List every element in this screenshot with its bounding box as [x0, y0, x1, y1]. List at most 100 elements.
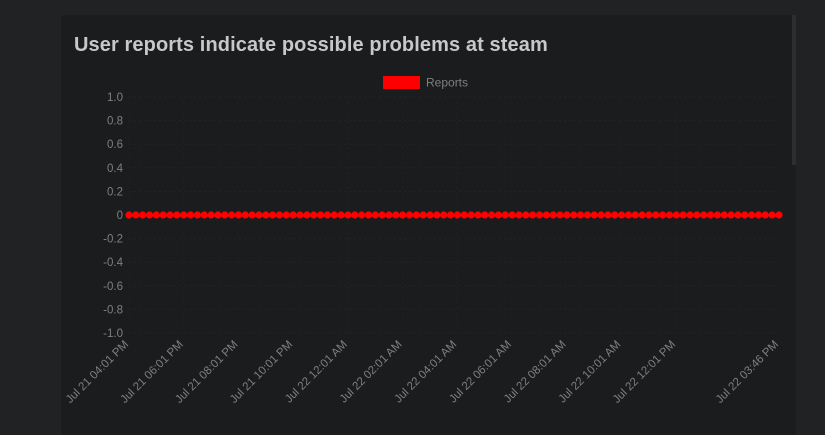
data-point — [392, 211, 400, 219]
data-point — [234, 211, 243, 219]
y-tick-label: -0.6 — [103, 281, 123, 293]
data-point — [180, 211, 188, 219]
legend-swatch-reports[interactable] — [383, 76, 420, 89]
data-point — [323, 211, 332, 219]
data-point — [282, 211, 290, 219]
data-point — [241, 211, 249, 219]
data-point — [624, 211, 633, 219]
data-point — [173, 211, 181, 219]
y-tick-label: -0.8 — [103, 304, 123, 316]
data-point — [166, 211, 174, 219]
data-point — [679, 211, 687, 219]
data-point — [152, 211, 160, 219]
data-point — [371, 211, 379, 219]
data-point — [193, 211, 202, 219]
data-point — [330, 211, 338, 219]
data-point — [399, 211, 407, 219]
y-tick-label: -0.4 — [103, 257, 123, 269]
y-tick-label: 0.6 — [107, 139, 123, 151]
data-point — [576, 211, 585, 219]
data-point — [460, 211, 468, 219]
data-point — [255, 211, 263, 219]
page-title: User reports indicate possible problems … — [74, 34, 548, 56]
data-point — [590, 211, 598, 219]
data-point — [549, 211, 557, 219]
reports-chart: 1.0 0.8 0.6 0.4 0.2 0 -0.2 -0.4 -0.6 -0.8 -1.0 Jul… — [64, 76, 783, 406]
y-tick-label: -1.0 — [103, 328, 123, 340]
data-point — [631, 211, 639, 219]
data-point — [618, 211, 626, 219]
data-point — [542, 211, 550, 219]
y-tick-label: 1.0 — [107, 92, 123, 104]
data-point — [481, 211, 489, 219]
data-point — [474, 211, 482, 219]
data-point — [604, 211, 612, 219]
data-point — [488, 211, 496, 219]
data-point — [275, 211, 284, 219]
y-tick-label: -0.2 — [103, 234, 123, 246]
data-point — [734, 211, 742, 219]
data-point — [720, 211, 728, 219]
data-point — [515, 211, 523, 219]
data-point — [405, 211, 414, 219]
data-point — [200, 211, 208, 219]
y-tick-label: 0 — [117, 210, 123, 222]
data-point — [186, 211, 195, 219]
data-point — [741, 211, 749, 219]
data-point — [672, 211, 680, 219]
data-point — [754, 211, 763, 219]
data-point — [207, 211, 215, 219]
data-point — [768, 211, 776, 219]
data-point — [706, 211, 715, 219]
data-point — [440, 211, 448, 219]
data-point — [310, 211, 318, 219]
data-point — [289, 211, 297, 219]
data-point — [385, 211, 393, 219]
data-point — [269, 211, 277, 219]
data-point — [570, 211, 578, 219]
data-point — [652, 211, 660, 219]
data-point — [501, 211, 509, 219]
data-point — [159, 211, 167, 219]
data-point — [659, 211, 667, 219]
data-point — [645, 211, 653, 219]
data-point — [563, 211, 571, 219]
scrollbar-track[interactable] — [792, 15, 796, 165]
data-point — [638, 211, 646, 219]
data-point — [426, 211, 434, 219]
data-point — [775, 211, 783, 219]
data-point — [467, 211, 475, 219]
data-point — [132, 211, 140, 219]
chart-legend[interactable]: Reports — [383, 76, 468, 90]
data-point — [364, 211, 373, 219]
data-point — [145, 211, 154, 219]
data-point — [761, 211, 769, 219]
data-point — [378, 211, 386, 219]
data-point — [529, 211, 537, 219]
data-point — [344, 211, 352, 219]
data-point — [700, 211, 708, 219]
data-point — [446, 211, 455, 219]
data-point — [214, 211, 222, 219]
chart-card: User reports indicate possible problems … — [61, 15, 796, 435]
data-point — [693, 211, 701, 219]
y-tick-label: 0.4 — [107, 163, 124, 175]
data-point — [303, 211, 311, 219]
data-point — [433, 211, 441, 219]
y-tick-label: 0.8 — [107, 116, 123, 128]
data-point — [248, 211, 256, 219]
legend-label-reports[interactable]: Reports — [426, 76, 468, 90]
data-point — [125, 211, 133, 219]
data-point — [453, 211, 462, 219]
chart-grid — [128, 96, 780, 334]
data-point — [262, 211, 270, 219]
data-point — [494, 211, 503, 219]
data-point — [713, 211, 722, 219]
data-point — [727, 211, 735, 219]
data-point — [139, 211, 147, 219]
data-point — [583, 211, 592, 219]
x-tick-label: Jul 22 03:46 PM — [714, 339, 781, 406]
data-point — [296, 211, 304, 219]
data-point — [419, 211, 427, 219]
